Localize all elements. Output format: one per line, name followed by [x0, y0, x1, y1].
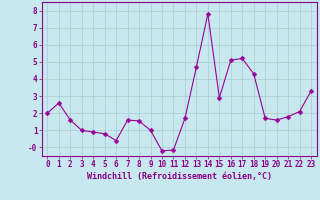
- X-axis label: Windchill (Refroidissement éolien,°C): Windchill (Refroidissement éolien,°C): [87, 172, 272, 181]
